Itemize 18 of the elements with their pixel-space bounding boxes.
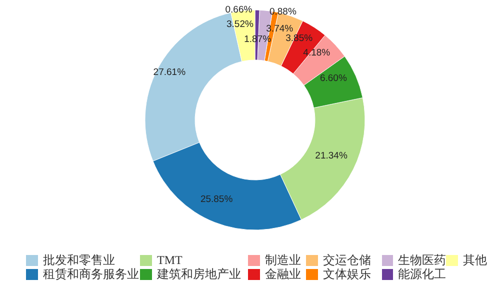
- data-label: 0.88%: [269, 6, 297, 18]
- data-label: 25.85%: [200, 194, 234, 206]
- data-label: 6.60%: [320, 73, 348, 84]
- legend-label: 金融业: [265, 267, 301, 281]
- legend-label: 租赁和商务服务业: [43, 267, 139, 281]
- data-label: 21.34%: [315, 150, 348, 162]
- legend-label: 批发和零售业: [43, 253, 115, 267]
- data-label: 0.66%: [225, 4, 253, 16]
- legend-label: 交运仓储: [323, 253, 371, 267]
- data-label: 27.61%: [153, 67, 186, 78]
- legend-label: 生物医药: [398, 253, 446, 267]
- legend-label: 制造业: [265, 253, 301, 267]
- legend-label: 其他: [463, 253, 487, 267]
- legend-label: 能源化工: [398, 267, 446, 281]
- legend-label: 建筑和房地产业: [157, 267, 241, 281]
- legend-label: 文体娱乐: [323, 267, 371, 281]
- legend-label: TMT: [157, 253, 182, 267]
- data-label: 3.52%: [226, 19, 254, 30]
